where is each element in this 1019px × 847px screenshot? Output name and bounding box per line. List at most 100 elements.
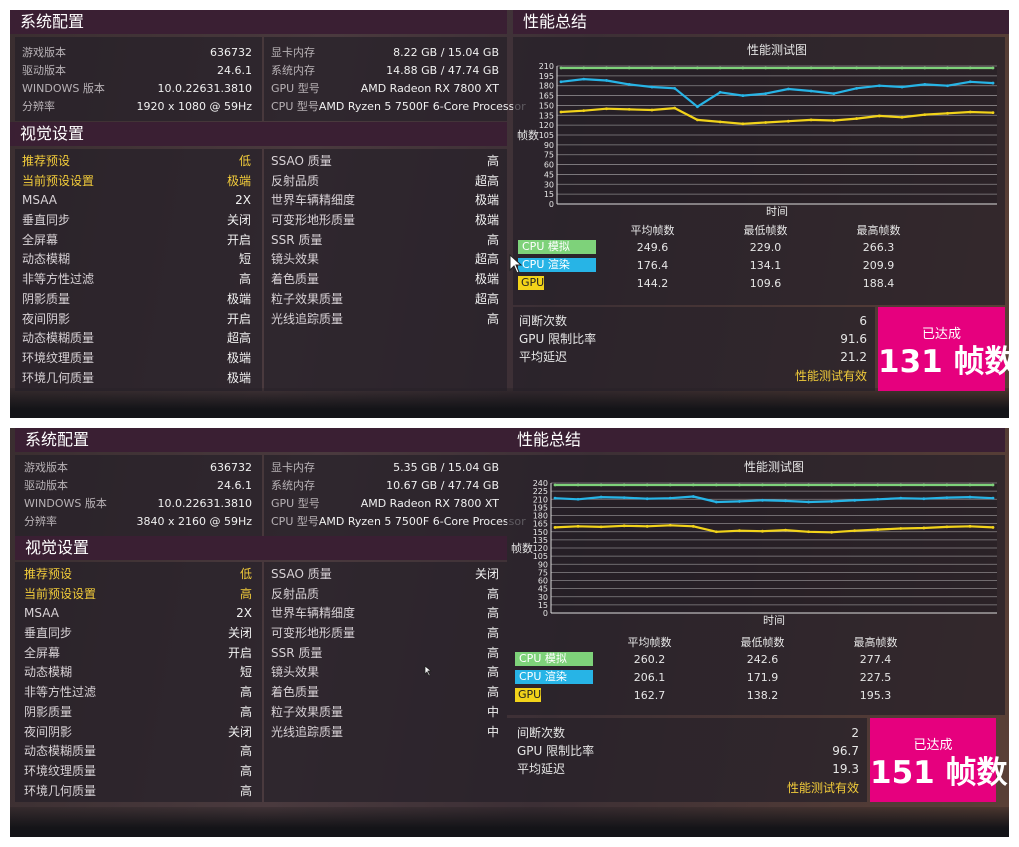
setting-value: 高: [486, 606, 499, 621]
setting-row-ssr[interactable]: SSR 质量 高: [271, 644, 499, 664]
series-point: [691, 483, 695, 487]
setting-row-vsync[interactable]: 垂直同步 关闭: [22, 211, 251, 231]
visual-left-panel: [15, 562, 262, 802]
setting-row-motion-blur-quality[interactable]: 动态模糊质量 超高: [22, 329, 251, 349]
chart-svg: 性能测试图 01530456075901051201351501651801952…: [517, 42, 997, 216]
setting-row-msaa[interactable]: MSAA 2X: [24, 604, 252, 624]
setting-label: 推荐预设: [22, 154, 71, 168]
setting-row-motion-blur[interactable]: 动态模糊 短: [22, 250, 251, 270]
series-point: [853, 529, 857, 533]
setting-row-shadow-quality[interactable]: 阴影质量 高: [24, 703, 252, 723]
series-point: [576, 497, 580, 501]
setting-row-ssao[interactable]: SSAO 质量 关闭: [271, 565, 499, 585]
system-left-list: 游戏版本 636732 驱动版本 24.6.1 WINDOWS 版本 10.0.226…: [24, 459, 252, 531]
setting-row-anisotropic[interactable]: 非等方性过滤 高: [22, 270, 251, 290]
system-key: WINDOWS 版本: [22, 82, 105, 95]
setting-row-reflection[interactable]: 反射品质 超高: [271, 172, 499, 192]
visual-left-list: 推荐预设低 当前预设设置 极端 MSAA 2X 垂直同步 关闭 全屏幕 开启 动态模糊 短…: [22, 152, 251, 388]
setting-row-lens-effects[interactable]: 镜头效果 超高: [271, 250, 499, 270]
setting-value: 高: [486, 311, 499, 326]
setting-row-vsync[interactable]: 垂直同步 关闭: [24, 624, 252, 644]
series-point: [741, 66, 745, 70]
setting-row-msaa[interactable]: MSAA 2X: [22, 191, 251, 211]
series-point: [764, 66, 768, 70]
gpu-tag: GPU: [515, 688, 541, 702]
y-tick-label: 165: [533, 520, 548, 529]
setting-row-particles[interactable]: 粒子效果质量 超高: [271, 290, 499, 310]
perf-summary-header: 性能总结: [513, 10, 1009, 34]
system-right-panel: [264, 455, 507, 537]
system-value: AMD Radeon RX 7800 XT: [360, 497, 499, 510]
setting-row-deformable-terrain[interactable]: 可变形地形质量 高: [271, 624, 499, 644]
setting-row-anisotropic[interactable]: 非等方性过滤 高: [24, 683, 252, 703]
y-tick-label: 60: [544, 161, 554, 170]
setting-row-fullscreen[interactable]: 全屏幕 开启: [24, 644, 252, 664]
setting-row-ssao[interactable]: SSAO 质量 高: [271, 152, 499, 172]
setting-value: 短: [238, 252, 251, 267]
series-point: [784, 528, 787, 532]
benchmark-valid-label: 性能测试有效: [786, 781, 859, 795]
setting-row-lens-effects[interactable]: 镜头效果 高: [271, 663, 499, 683]
setting-row-env-geometry[interactable]: 环境几何质量 极端: [22, 369, 251, 389]
setting-row-ssr[interactable]: SSR 质量 高: [271, 231, 499, 251]
series-point: [741, 94, 745, 97]
series-point: [764, 92, 768, 95]
setting-label: 世界车辆精细度: [271, 193, 356, 208]
setting-row-env-geometry[interactable]: 环境几何质量 高: [24, 782, 252, 802]
setting-label: 动态模糊: [24, 665, 73, 680]
setting-row-fullscreen[interactable]: 全屏幕 开启: [22, 231, 251, 251]
setting-row-raytracing[interactable]: 光线追踪质量 高: [271, 310, 499, 330]
summary-value: 21.2: [840, 350, 867, 364]
setting-row-motion-blur-quality[interactable]: 动态模糊质量 高: [24, 742, 252, 762]
setting-row-night-shadows[interactable]: 夜间阴影 开启: [22, 310, 251, 330]
system-value: 10.67 GB / 47.74 GB: [386, 479, 499, 492]
series-point: [830, 483, 834, 487]
setting-row-world-car-detail[interactable]: 世界车辆精细度 高: [271, 604, 499, 624]
setting-row-reflection[interactable]: 反射品质 高: [271, 585, 499, 605]
setting-row-recommended-preset[interactable]: 推荐预设 低: [22, 152, 251, 172]
series-point: [991, 526, 995, 529]
system-config-header: 系统配置: [10, 10, 507, 34]
system-row: GPU 型号 AMD Radeon RX 7800 XT: [271, 80, 499, 98]
setting-label: 镜头效果: [271, 665, 320, 680]
setting-row-motion-blur[interactable]: 动态模糊 短: [24, 663, 252, 683]
series-point: [714, 530, 718, 534]
setting-row-shading[interactable]: 着色质量 极端: [271, 270, 499, 290]
setting-row-recommended-preset[interactable]: 推荐预设 低: [24, 565, 252, 585]
setting-row-current-preset[interactable]: 当前预设设置 高: [24, 585, 252, 605]
setting-label: 阴影质量: [22, 291, 71, 306]
system-row: 游戏版本 636732: [22, 44, 252, 62]
series-point: [968, 80, 972, 84]
setting-label: 可变形地形质量: [271, 213, 356, 228]
setting-value: 短: [239, 665, 252, 680]
stats-header-min: 最低帧数: [740, 636, 785, 649]
setting-row-env-texture[interactable]: 环境纹理质量 极端: [22, 349, 251, 369]
setting-row-deformable-terrain[interactable]: 可变形地形质量 极端: [271, 211, 499, 231]
y-tick-label: 0: [543, 609, 548, 618]
setting-row-night-shadows[interactable]: 夜间阴影 关闭: [24, 723, 252, 743]
setting-label: 动态模糊: [22, 252, 71, 267]
y-tick-label: 135: [539, 111, 554, 120]
setting-row-particles[interactable]: 粒子效果质量 中: [271, 703, 499, 723]
setting-label: 垂直同步: [24, 626, 73, 641]
series-point: [877, 114, 881, 118]
y-tick-label: 105: [539, 131, 554, 140]
setting-row-current-preset[interactable]: 当前预设设置 极端: [22, 172, 251, 192]
system-value: AMD Ryzen 5 7500F 6-Core Processor: [318, 515, 526, 528]
y-tick-label: 45: [544, 170, 554, 179]
setting-label: 粒子效果质量: [271, 291, 344, 306]
setting-row-raytracing[interactable]: 光线追踪质量 中: [271, 723, 499, 743]
system-left-list: 游戏版本 636732 驱动版本 24.6.1 WINDOWS 版本 10.0.226…: [22, 44, 252, 116]
series-point: [553, 526, 557, 529]
series-point: [807, 483, 810, 487]
setting-row-world-car-detail[interactable]: 世界车辆精细度 极端: [271, 191, 499, 211]
setting-row-shading[interactable]: 着色质量 高: [271, 683, 499, 703]
series-point: [876, 483, 880, 487]
series-point: [923, 66, 927, 70]
system-key: 系统内存: [271, 64, 315, 77]
setting-row-shadow-quality[interactable]: 阴影质量 极端: [22, 290, 251, 310]
setting-label: 环境几何质量: [24, 783, 97, 798]
setting-row-env-texture[interactable]: 环境纹理质量 高: [24, 762, 252, 782]
y-tick-label: 135: [533, 536, 548, 545]
stats-row-cpu-sim: CPU 模拟 249.6 229.0 266.3: [518, 238, 978, 256]
